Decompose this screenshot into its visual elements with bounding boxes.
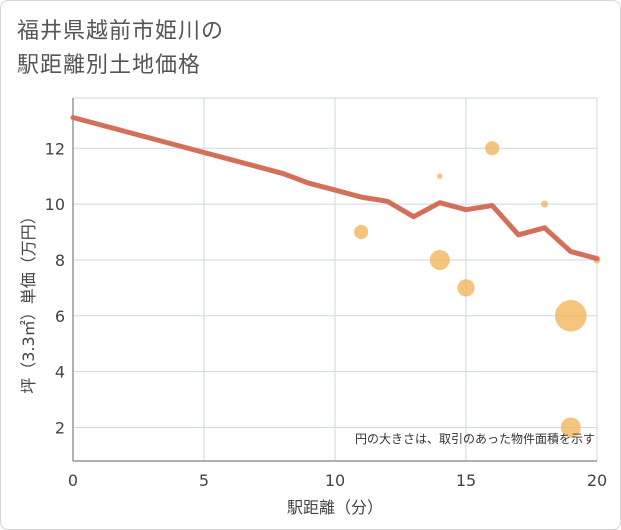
trend-series bbox=[70, 115, 600, 262]
x-axis-label: 駅距離（分） bbox=[287, 498, 383, 517]
x-tick-label: 5 bbox=[199, 471, 209, 490]
y-tick-label: 6 bbox=[55, 307, 65, 326]
bubble-size-note: 円の大きさは、取引のあった物件面積を示す bbox=[355, 431, 595, 446]
x-tick-label: 15 bbox=[456, 471, 476, 490]
chart-title-line2: 駅距離別土地価格 bbox=[17, 53, 202, 78]
bubble-point bbox=[541, 200, 549, 208]
y-tick-label: 12 bbox=[45, 139, 65, 158]
y-tick-label: 4 bbox=[55, 363, 65, 382]
bubble-point bbox=[560, 417, 581, 438]
bubble-point bbox=[457, 279, 475, 297]
trend-line bbox=[70, 115, 600, 262]
chart-title: 福井県越前市姫川の 駅距離別土地価格 bbox=[17, 15, 224, 83]
bubble-point bbox=[485, 141, 500, 156]
chart-title-line1: 福井県越前市姫川の bbox=[17, 19, 225, 44]
x-tick-label: 20 bbox=[587, 471, 607, 490]
x-tick-label: 0 bbox=[68, 471, 78, 490]
bubble-point bbox=[554, 299, 587, 332]
bubble-point bbox=[354, 224, 369, 240]
tick-labels: 0 5 10 15 20 2 4 6 8 10 12 bbox=[45, 139, 608, 490]
y-tick-label: 8 bbox=[55, 251, 65, 270]
y-tick-label: 2 bbox=[55, 418, 65, 437]
bubble-point bbox=[437, 173, 443, 179]
bubble-series bbox=[354, 141, 601, 438]
y-axis-label: 坪（3.3㎡）単価（万円） bbox=[19, 208, 38, 393]
axes bbox=[72, 98, 597, 462]
x-tick-label: 10 bbox=[325, 471, 345, 490]
grid-lines bbox=[72, 97, 598, 461]
y-tick-label: 10 bbox=[45, 195, 65, 214]
bubble-point bbox=[429, 249, 450, 270]
